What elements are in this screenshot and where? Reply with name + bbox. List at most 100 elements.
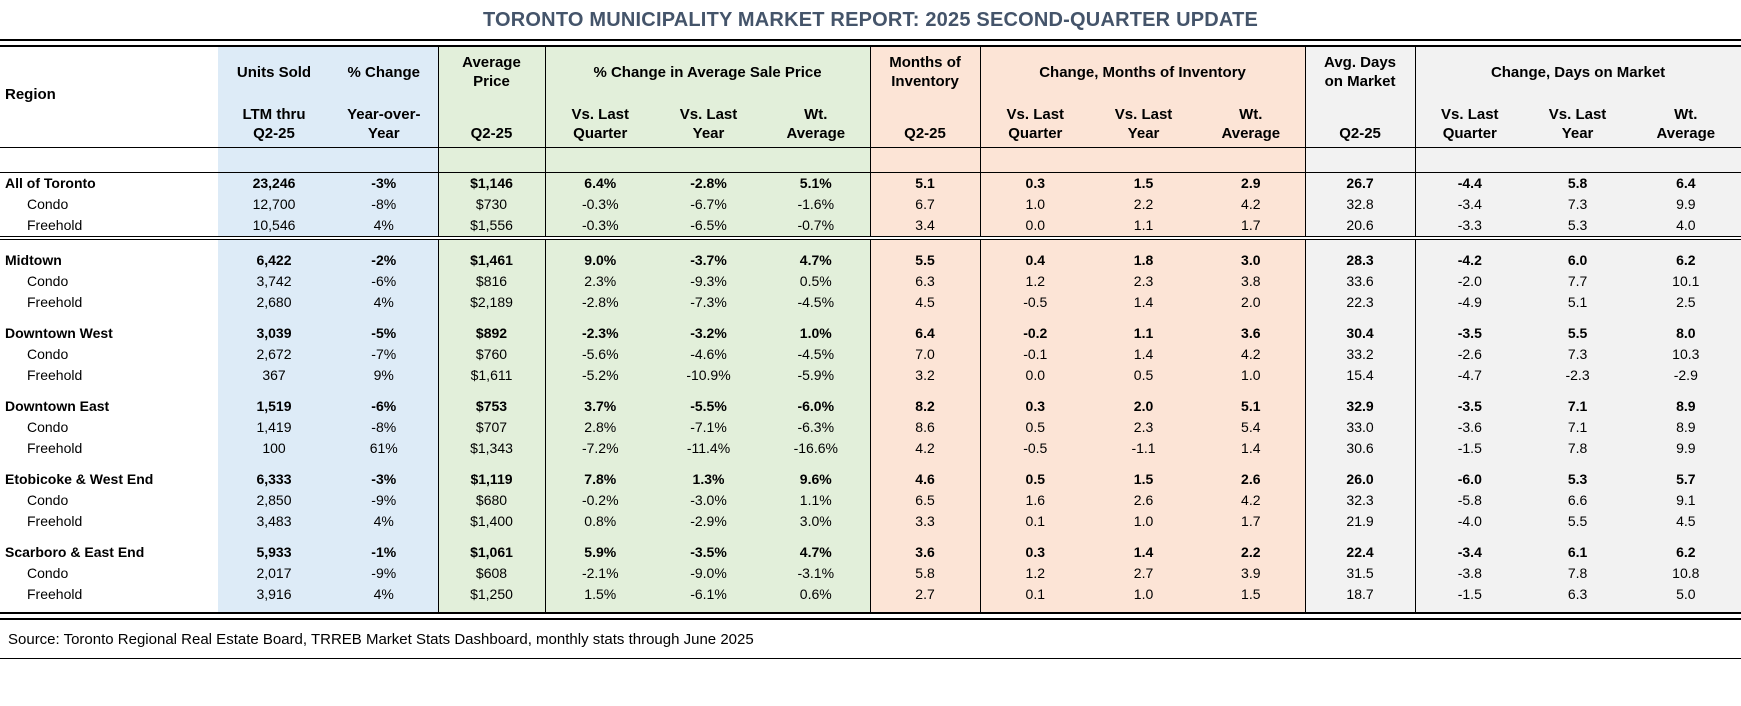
spacer-cell-avg-days-on-market (1304, 531, 1416, 542)
cell-moi-vs-last-quarter: 0.0 (979, 214, 1091, 238)
cell-dom-vs-last-quarter: -4.9 (1414, 291, 1525, 313)
cell-price-vs-last-quarter: 1.5% (544, 583, 655, 605)
table-end-spacer-row (0, 604, 1741, 612)
cell-avg-days-on-market: 26.0 (1304, 468, 1416, 490)
spacer-cell-avg-price (437, 312, 545, 323)
cell-months-inventory: 8.6 (869, 416, 981, 438)
region-cell: Etobicoke & West End (5, 470, 154, 487)
col-group-avg-days-on-market: Avg. Days on Market (1304, 47, 1416, 99)
cell-units-sold: 6,333 (218, 468, 330, 490)
cell-price-vs-last-year: -7.1% (655, 416, 762, 438)
spacer-cell-dom-wt-average (1631, 235, 1741, 250)
table-row: Condo 12,700 -8% $730 -0.3% -6.7% -1.6% 6.7 1.0 2… (0, 193, 1741, 215)
cell-units-pct-change-yoy: -9% (330, 489, 438, 511)
cell-moi-wt-average: 2.6 (1197, 468, 1306, 490)
cell-units-pct-change-yoy: -9% (330, 562, 438, 584)
cell-dom-vs-last-year: -2.3 (1524, 364, 1632, 386)
header-spacer-row (0, 147, 1741, 172)
cell-price-wt-average: 1.0% (762, 322, 871, 344)
spacer-cell-moi-vs-last-year (1090, 312, 1198, 323)
spacer-cell-price-vs-last-year (655, 147, 762, 172)
spacer-cell-price-vs-last-quarter (544, 147, 655, 172)
cell-price-wt-average: 9.6% (762, 468, 871, 490)
cell-units-sold: 6,422 (218, 249, 330, 271)
region-spacer-cell (0, 605, 218, 612)
cell-dom-vs-last-year: 7.3 (1524, 193, 1632, 215)
cell-price-vs-last-quarter: 6.4% (544, 172, 655, 194)
cell-moi-vs-last-year: 2.3 (1090, 270, 1198, 292)
cell-units-pct-change-yoy: -7% (330, 343, 438, 365)
spacer-cell-dom-wt-average (1631, 531, 1741, 542)
cell-price-vs-last-year: -3.0% (655, 489, 762, 511)
cell-dom-vs-last-year: 5.5 (1524, 510, 1632, 532)
spacer-cell-months-inventory (869, 312, 981, 323)
cell-moi-wt-average: 1.5 (1197, 583, 1306, 605)
cell-units-sold: 2,850 (218, 489, 330, 511)
region-cell: Condo (27, 564, 69, 581)
cell-moi-vs-last-quarter: 0.1 (979, 510, 1091, 532)
cell-dom-vs-last-quarter: -3.5 (1414, 395, 1525, 417)
cell-moi-wt-average: 2.9 (1197, 172, 1306, 194)
spacer-cell-moi-vs-last-year (1090, 235, 1198, 250)
spacer-cell-units-sold (218, 531, 330, 542)
cell-units-sold: 100 (218, 437, 330, 459)
cell-dom-vs-last-year: 7.7 (1524, 270, 1632, 292)
cell-price-wt-average: 0.5% (762, 270, 871, 292)
cell-dom-wt-average: 5.0 (1631, 583, 1741, 605)
table-row: Freehold 10,546 4% $1,556 -0.3% -6.5% -0.7% 3.4… (0, 214, 1741, 238)
cell-dom-vs-last-quarter: -3.3 (1414, 214, 1525, 238)
cell-price-vs-last-year: -3.2% (655, 322, 762, 344)
spacer-cell-price-vs-last-quarter (544, 235, 655, 250)
spacer-cell-moi-vs-last-year (1090, 604, 1198, 612)
region-cell: Freehold (27, 439, 83, 456)
spacer-cell-avg-price (437, 531, 545, 542)
col-subheader-dom-vs-last-quarter: Vs. Last Quarter (1414, 99, 1525, 147)
region-cell: Freehold (27, 216, 83, 233)
col-subheader-units-pct-change-yoy: Year-over- Year (330, 99, 438, 147)
cell-moi-wt-average: 1.0 (1197, 364, 1306, 386)
cell-moi-wt-average: 3.6 (1197, 322, 1306, 344)
cell-dom-vs-last-quarter: -1.5 (1414, 583, 1525, 605)
cell-price-vs-last-year: -3.5% (655, 541, 762, 563)
cell-price-vs-last-year: -6.5% (655, 214, 762, 238)
cell-avg-price: $1,146 (437, 172, 545, 194)
cell-price-vs-last-quarter: -7.2% (544, 437, 655, 459)
cell-months-inventory: 4.2 (869, 437, 981, 459)
spacer-cell-dom-vs-last-quarter (1414, 604, 1525, 612)
col-subheader-avg-price: Q2-25 (437, 99, 545, 147)
section-gap-row (0, 385, 1741, 396)
cell-moi-wt-average: 1.4 (1197, 437, 1306, 459)
cell-avg-price: $1,611 (437, 364, 545, 386)
cell-avg-days-on-market: 33.0 (1304, 416, 1416, 438)
cell-units-sold: 367 (218, 364, 330, 386)
spacer-cell-avg-days-on-market (1304, 312, 1416, 323)
spacer-cell-avg-price (437, 385, 545, 396)
spacer-cell-avg-price (437, 235, 545, 250)
cell-avg-days-on-market: 32.3 (1304, 489, 1416, 511)
cell-price-wt-average: 4.7% (762, 541, 871, 563)
spacer-cell-price-vs-last-year (655, 312, 762, 323)
table-body: All of Toronto 23,246 -3% $1,146 6.4% -2.8% 5.… (0, 172, 1741, 612)
cell-moi-wt-average: 4.2 (1197, 343, 1306, 365)
cell-dom-wt-average: 4.5 (1631, 510, 1741, 532)
cell-months-inventory: 3.3 (869, 510, 981, 532)
col-group-average-price: Average Price (437, 47, 545, 99)
col-subheader-dom-wt-average: Wt. Average (1631, 99, 1741, 147)
cell-units-pct-change-yoy: 9% (330, 364, 438, 386)
spacer-cell-moi-wt-average (1197, 531, 1306, 542)
table-row: Condo 2,672 -7% $760 -5.6% -4.6% -4.5% 7.0 -0.1 1… (0, 343, 1741, 365)
region-spacer-cell (0, 386, 218, 396)
cell-moi-vs-last-year: 2.3 (1090, 416, 1198, 438)
cell-months-inventory: 6.5 (869, 489, 981, 511)
cell-moi-wt-average: 2.0 (1197, 291, 1306, 313)
col-subheader-moi-wt-average: Wt. Average (1197, 99, 1306, 147)
cell-moi-wt-average: 5.1 (1197, 395, 1306, 417)
cell-dom-vs-last-quarter: -4.7 (1414, 364, 1525, 386)
col-subheader-dom-vs-last-year: Vs. Last Year (1524, 99, 1632, 147)
spacer-cell-moi-vs-last-quarter (979, 531, 1091, 542)
cell-dom-vs-last-year: 7.1 (1524, 395, 1632, 417)
cell-price-vs-last-quarter: 2.8% (544, 416, 655, 438)
cell-moi-vs-last-quarter: 1.2 (979, 270, 1091, 292)
cell-moi-vs-last-year: 1.5 (1090, 468, 1198, 490)
cell-units-pct-change-yoy: 4% (330, 291, 438, 313)
